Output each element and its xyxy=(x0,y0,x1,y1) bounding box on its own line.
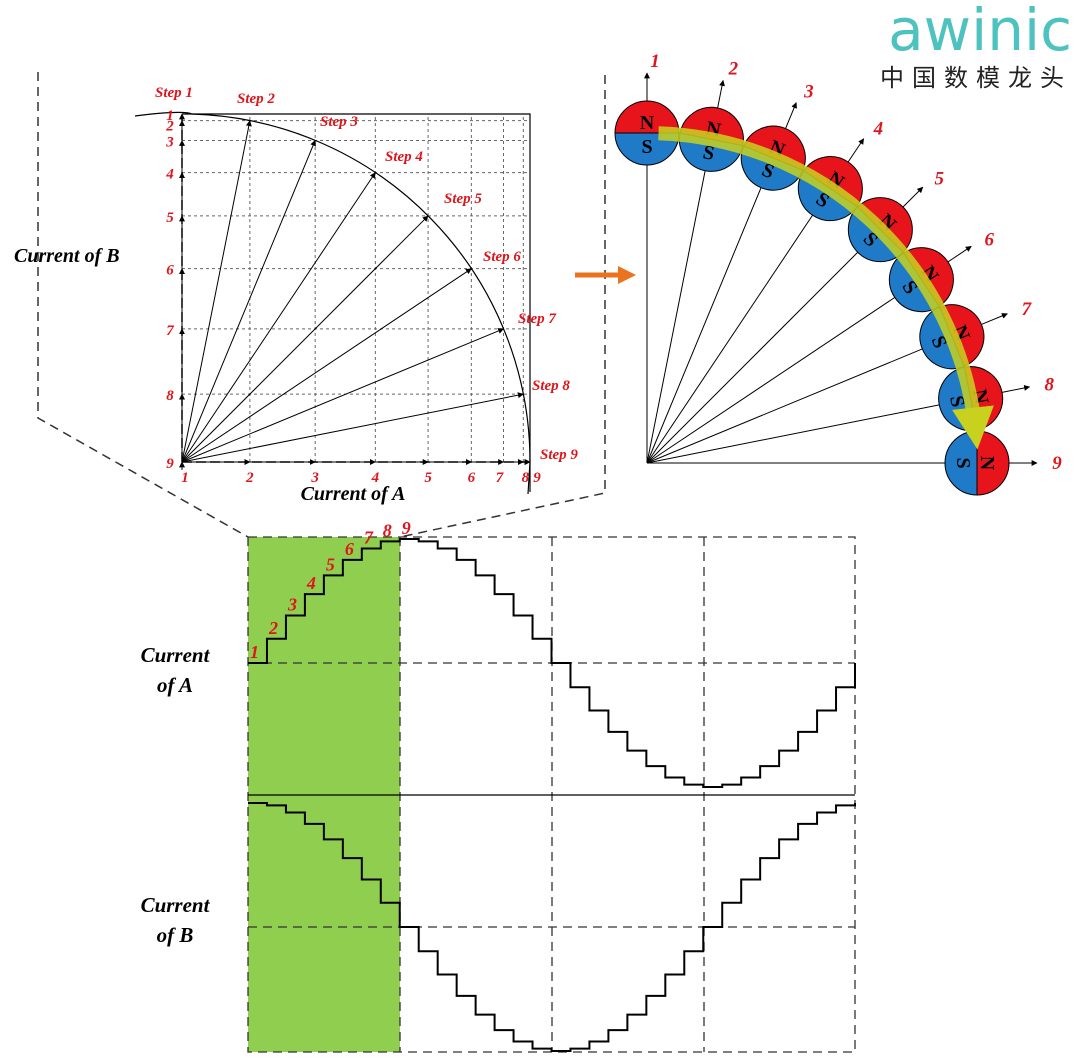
field-arrow xyxy=(947,245,972,263)
logo-brand: awinic xyxy=(888,0,1072,64)
radial-line xyxy=(646,139,712,464)
b-tick-label: 7 xyxy=(166,323,174,339)
step-label: Step 5 xyxy=(444,191,482,207)
radial-line xyxy=(646,336,953,464)
magnet-number: 1 xyxy=(650,51,660,72)
vector xyxy=(181,139,316,463)
vector xyxy=(181,268,472,463)
magnet-number: 5 xyxy=(935,169,945,190)
a-tick-label: 1 xyxy=(181,470,189,486)
south-label: S xyxy=(952,457,974,468)
wave-step-label: 7 xyxy=(364,527,374,547)
south-label: S xyxy=(641,136,652,158)
current-a-wave xyxy=(248,538,856,788)
a-tick-label: 4 xyxy=(371,470,380,486)
radial-line xyxy=(646,279,922,464)
b-tick-label: 6 xyxy=(166,263,174,279)
box xyxy=(182,113,531,492)
y-axis-label: Current of B xyxy=(14,245,120,267)
wave-label: Current xyxy=(141,643,211,667)
magnet-number: 3 xyxy=(803,82,814,103)
b-tick-label: 9 xyxy=(166,456,174,472)
radial-line xyxy=(646,188,831,464)
step-label: Step 8 xyxy=(532,378,570,394)
step-label: Step 3 xyxy=(320,114,358,130)
a-tick-label: 8 xyxy=(522,470,530,486)
wave-step-label: 8 xyxy=(383,520,392,540)
a-tick-label: 9 xyxy=(533,470,541,486)
magnet-number: 6 xyxy=(985,230,995,251)
vector xyxy=(181,172,376,463)
radial-line xyxy=(646,229,881,464)
field-arrow xyxy=(847,138,865,163)
field-arrow xyxy=(717,79,725,109)
field-arrow xyxy=(902,186,924,208)
magnet: NS xyxy=(614,72,680,166)
north-label: N xyxy=(976,456,998,471)
radial-line xyxy=(646,398,971,464)
wave-step-label: 9 xyxy=(402,518,411,538)
arc xyxy=(134,111,531,495)
step-label: Step 9 xyxy=(540,447,578,463)
field-arrow xyxy=(981,313,1008,325)
south-half xyxy=(614,132,680,166)
logo-tagline: 中国数模龙头 xyxy=(880,64,1072,92)
field-arrow xyxy=(1001,385,1031,393)
magnet-number: 2 xyxy=(728,59,739,80)
radial-line xyxy=(646,157,774,464)
b-tick-label: 2 xyxy=(165,119,174,135)
south-label: S xyxy=(945,394,969,409)
vector xyxy=(181,392,524,463)
north-label: N xyxy=(640,112,655,134)
wave-step-label: 1 xyxy=(250,642,259,662)
a-tick-label: 3 xyxy=(310,470,319,486)
north-half xyxy=(614,100,680,134)
vector-diagram: Step 1 Step 2 Step 3 Step 4 Step 5 Step 6 Step… xyxy=(14,85,578,505)
south-label: S xyxy=(701,141,716,165)
wave-label: of A xyxy=(157,673,193,697)
magnet: NS xyxy=(944,430,1038,496)
zoom-line xyxy=(37,72,249,538)
b-tick-label: 1 xyxy=(166,108,174,124)
a-tick-label: 7 xyxy=(496,470,504,486)
wave-step-label: 6 xyxy=(345,539,354,559)
b-tick-label: 8 xyxy=(166,388,174,404)
b-tick-label: 5 xyxy=(166,210,174,226)
a-tick-label: 6 xyxy=(468,470,476,486)
a-tick-label: 2 xyxy=(245,470,254,486)
step-label: Step 2 xyxy=(237,91,275,107)
wave-step-label: 4 xyxy=(306,573,316,593)
magnet-number: 7 xyxy=(1022,299,1033,320)
wave-step-label: 3 xyxy=(287,595,297,615)
step-label: Step 6 xyxy=(483,249,521,265)
orange-arrow-head xyxy=(618,266,636,284)
a-tick-label: 5 xyxy=(424,470,432,486)
vector xyxy=(181,215,429,463)
rotation-arrow xyxy=(658,126,994,450)
step-label: Step 7 xyxy=(518,311,556,327)
b-tick-label: 3 xyxy=(165,134,174,150)
zoom-line xyxy=(399,75,606,538)
wave-label: of B xyxy=(157,923,194,947)
wave-step-label: 2 xyxy=(268,618,278,638)
vector xyxy=(181,328,505,463)
wave-label: Current xyxy=(141,893,211,917)
step-label: Step 4 xyxy=(385,149,423,165)
wave-step-label: 5 xyxy=(326,554,335,574)
current-b-wave xyxy=(248,802,856,1052)
x-axis-label: Current of A xyxy=(301,483,406,505)
magnet-number: 8 xyxy=(1045,375,1055,396)
b-tick-label: 4 xyxy=(165,167,174,183)
step-label: Step 1 xyxy=(155,85,193,101)
magnet-number: 9 xyxy=(1052,453,1062,474)
field-arrow xyxy=(785,102,797,129)
vector xyxy=(181,120,252,463)
magnet-number: 4 xyxy=(873,119,884,140)
